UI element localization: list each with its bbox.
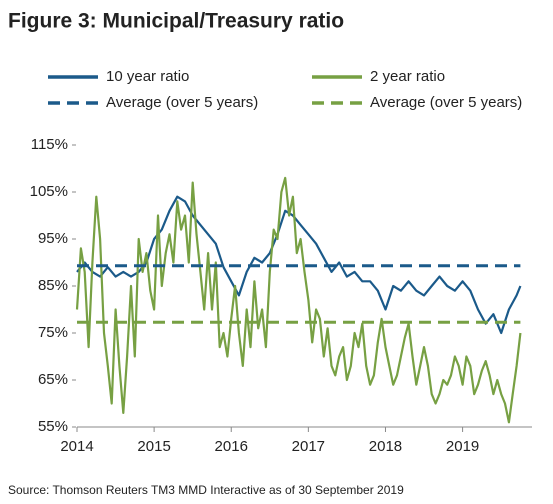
- x-tick-label: 2019: [446, 438, 479, 455]
- x-tick-label: 2016: [215, 438, 248, 455]
- y-tick-label: 105%: [30, 183, 68, 200]
- chart-title: Figure 3: Municipal/Treasury ratio: [8, 10, 344, 33]
- x-tick-label: 2014: [60, 438, 93, 455]
- x-tick-label: 2017: [292, 438, 325, 455]
- source: Source: Thomson Reuters TM3 MMD Interact…: [8, 483, 404, 497]
- ratio-line: [75, 176, 522, 424]
- legend-label: 2 year ratio: [370, 68, 445, 85]
- y-tick-label: 95%: [38, 230, 68, 247]
- y-tick-label: 65%: [38, 371, 68, 388]
- y-tick-label: 55%: [38, 418, 68, 435]
- ratio-line: [76, 195, 522, 335]
- y-tick-label: 115%: [31, 136, 68, 153]
- y-tick-label: 85%: [38, 277, 68, 294]
- y-tick-label: 75%: [38, 324, 68, 341]
- x-tick-label: 2018: [369, 438, 402, 455]
- legend-label: 10 year ratio: [106, 68, 189, 85]
- legend-label: Average (over 5 years): [370, 94, 522, 111]
- x-tick-label: 2015: [137, 438, 170, 455]
- legend-label: Average (over 5 years): [106, 94, 258, 111]
